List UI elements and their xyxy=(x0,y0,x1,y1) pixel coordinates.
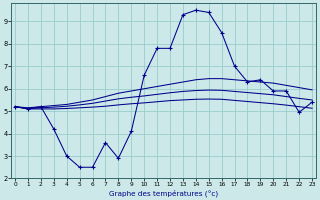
X-axis label: Graphe des températures (°c): Graphe des températures (°c) xyxy=(109,189,218,197)
